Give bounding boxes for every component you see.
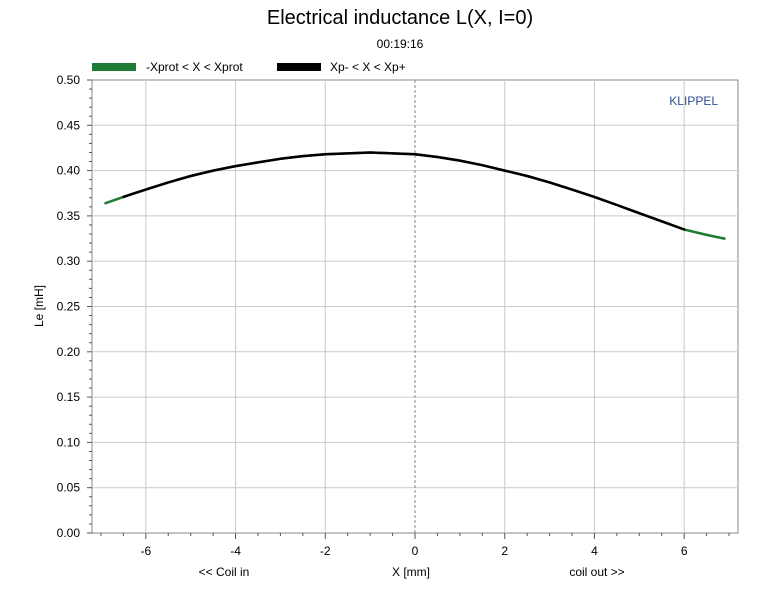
y-tick-label: 0.10	[57, 435, 81, 449]
watermark-label: KLIPPEL	[669, 94, 718, 108]
legend-swatch-0	[92, 63, 136, 71]
y-tick-label: 0.35	[57, 209, 81, 223]
x-tick-label: 6	[681, 544, 688, 558]
x-tick-label: -4	[230, 544, 241, 558]
x-tick-label: 4	[591, 544, 598, 558]
y-tick-label: 0.30	[57, 254, 81, 268]
y-tick-label: 0.20	[57, 345, 81, 359]
legend-label-0: -Xprot < X < Xprot	[146, 60, 243, 74]
y-tick-label: 0.00	[57, 526, 81, 540]
x-tick-label: 0	[412, 544, 419, 558]
y-tick-label: 0.15	[57, 390, 81, 404]
series-line-1	[122, 151, 686, 231]
y-tick-label: 0.40	[57, 164, 81, 178]
legend-label-1: Xp- < X < Xp+	[330, 60, 406, 74]
chart-title: Electrical inductance L(X, I=0)	[266, 7, 534, 29]
x-tick-label: 2	[501, 544, 508, 558]
x-axis-label-right: coil out >>	[569, 565, 624, 579]
x-tick-label: -6	[140, 544, 151, 558]
y-axis-label: Le [mH]	[32, 285, 46, 327]
y-tick-label: 0.50	[57, 73, 81, 87]
y-tick-label: 0.05	[57, 481, 81, 495]
chart-subtitle: 00:19:16	[376, 37, 424, 51]
x-axis-label: X [mm]	[392, 565, 430, 579]
x-tick-label: -2	[320, 544, 331, 558]
y-tick-label: 0.25	[57, 300, 81, 314]
y-tick-label: 0.45	[57, 118, 81, 132]
legend-swatch-1	[277, 63, 321, 71]
x-axis-label-left: << Coil in	[199, 565, 250, 579]
